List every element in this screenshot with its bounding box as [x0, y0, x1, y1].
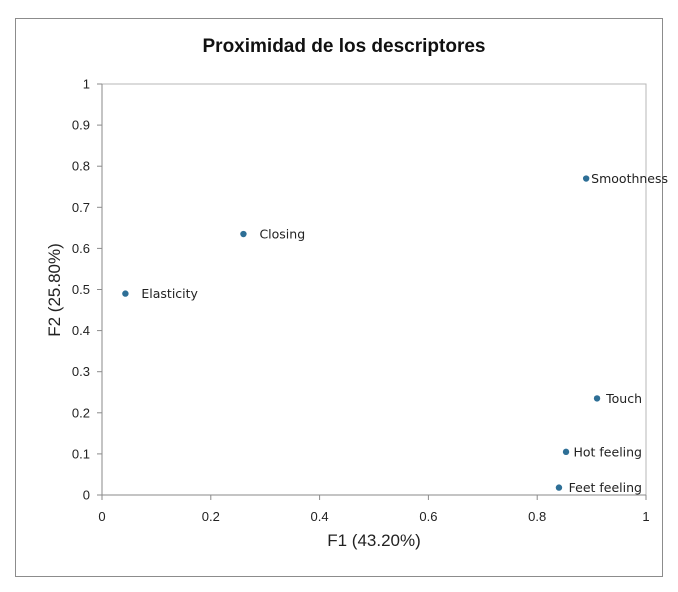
- data-points: Smoothness Closing Elasticity Touch Hot feel…: [122, 171, 668, 495]
- point-label: Smoothness: [591, 171, 668, 186]
- point-label: Elasticity: [141, 286, 198, 301]
- y-tick-label: 0.9: [72, 118, 90, 133]
- x-tick-label: 0.8: [528, 509, 546, 524]
- point-label: Hot feeling: [573, 444, 642, 459]
- chart-frame: [15, 18, 663, 577]
- x-tick-label: 0.4: [311, 509, 329, 524]
- chart-title: Proximidad de los descriptores: [203, 36, 486, 57]
- y-tick-label: 0.3: [72, 364, 90, 379]
- x-tick-label: 0: [98, 509, 105, 524]
- y-tick-label: 0.2: [72, 405, 90, 420]
- y-tick-label: 0.7: [72, 200, 90, 215]
- y-tick-label: 0.4: [72, 323, 90, 338]
- data-point: [582, 175, 590, 182]
- point-label: Touch: [605, 391, 642, 406]
- y-tick-label: 0.6: [72, 241, 90, 256]
- data-point: [122, 290, 129, 297]
- x-tick-label: 0.2: [202, 509, 220, 524]
- point-label: Closing: [259, 227, 305, 242]
- point-label: Feet feeling: [569, 480, 642, 495]
- axis-ticks: 0 0.1 0.2 0.3 0.4 0.5 0.6 0.7 0.8 0.9 1 0 0.2 0.4 0.6 0…: [72, 77, 650, 525]
- y-tick-label: 0: [83, 488, 90, 503]
- y-tick-label: 0.8: [72, 159, 90, 174]
- y-tick-label: 0.5: [72, 282, 90, 297]
- y-tick-label: 1: [83, 77, 90, 92]
- data-point: [240, 230, 247, 238]
- data-point: [555, 484, 563, 491]
- data-point: [593, 395, 601, 402]
- x-axis-title: F1 (43.20%): [327, 531, 421, 550]
- y-axis-title: F2 (25.80%): [45, 243, 64, 337]
- data-point: [562, 448, 570, 456]
- x-tick-label: 1: [642, 509, 649, 524]
- x-tick-label: 0.6: [419, 509, 437, 524]
- y-tick-label: 0.1: [72, 446, 90, 461]
